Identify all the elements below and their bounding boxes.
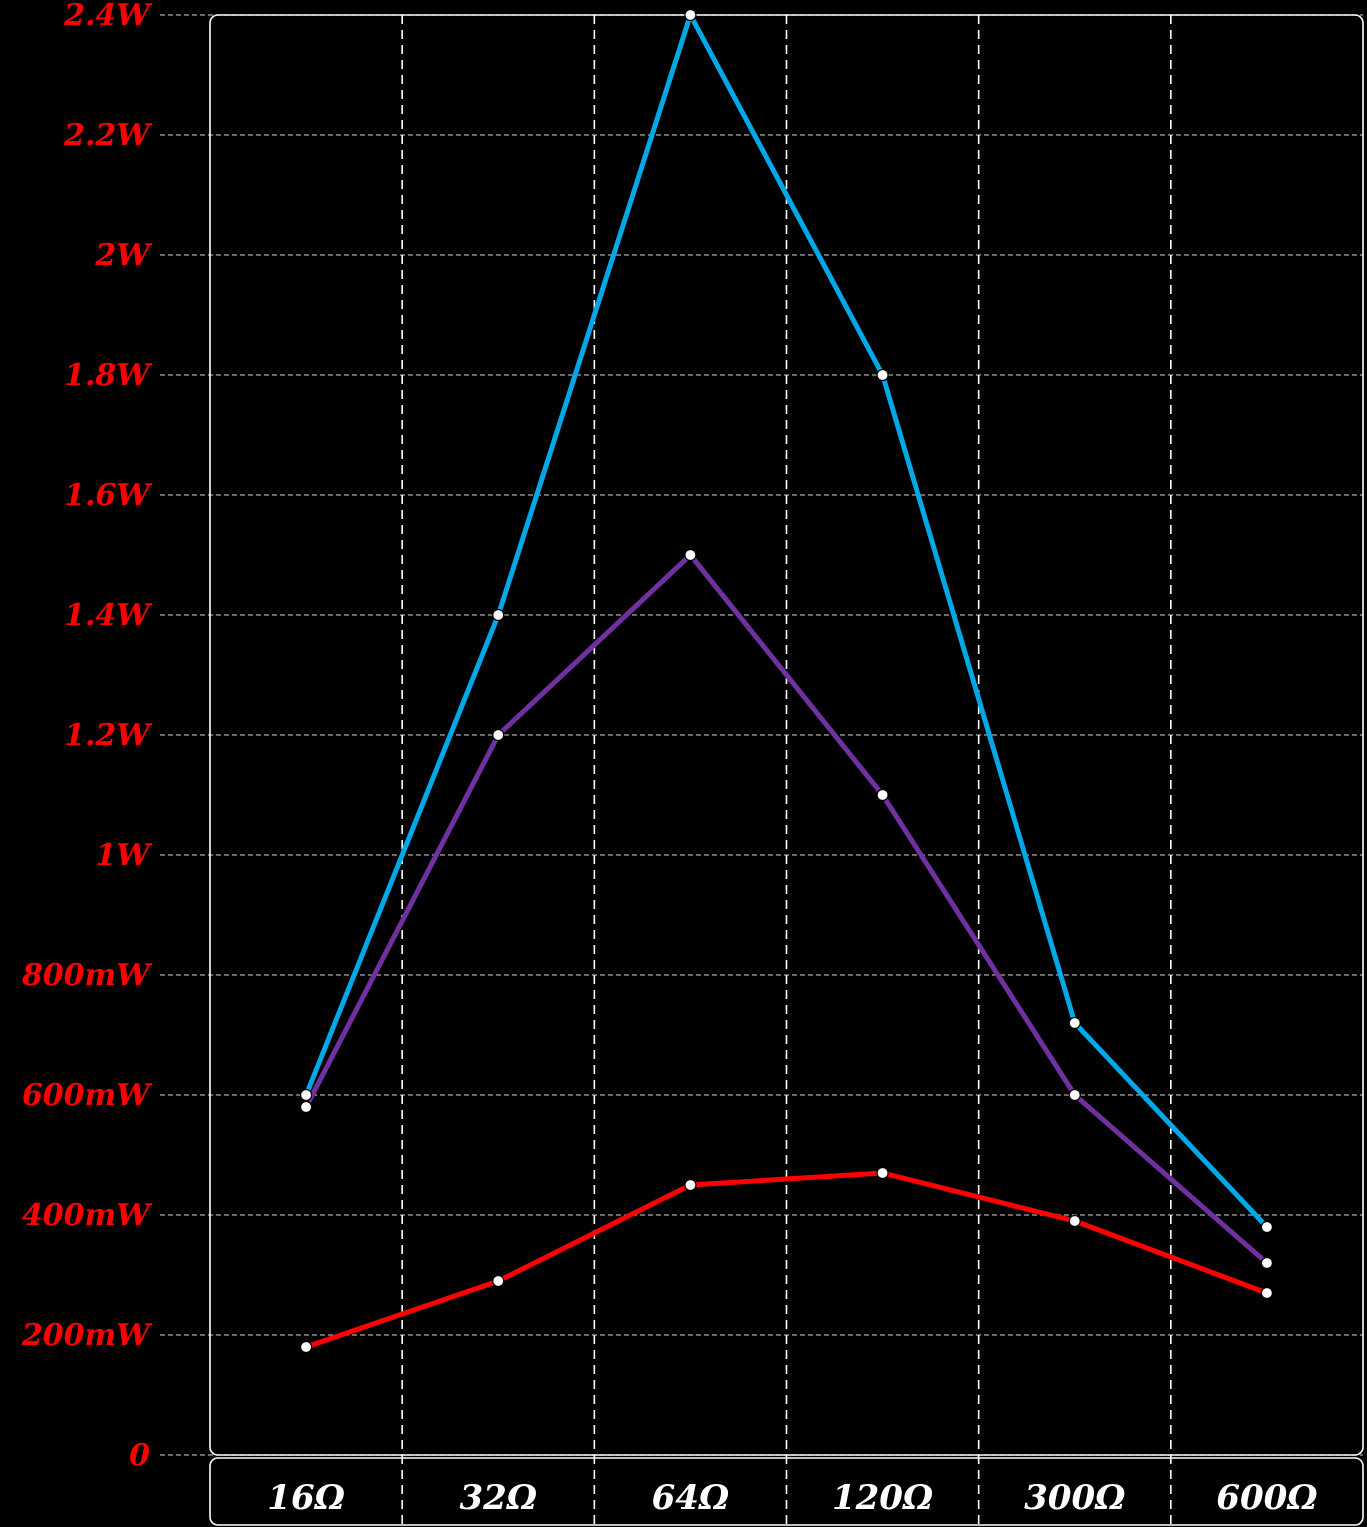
y-tick-label: 600mW [22,1078,153,1113]
plot-area-border [209,14,1364,1456]
series-3-point [299,1340,313,1354]
series-3-point [1260,1286,1274,1300]
series-1-point [1068,1016,1081,1030]
series-line-3 [303,1170,1270,1350]
series-2-point [1068,1088,1081,1102]
y-tick-label: 1.6W [64,478,153,513]
y-tick-label: 1.2W [64,718,153,753]
y-tick-label: 2.2W [63,118,153,153]
x-label-band-border [209,1457,1364,1526]
y-tick-label: 1W [95,838,153,873]
x-tick-label: 16Ω [267,1478,345,1518]
y-tick-label: 1.4W [64,598,153,633]
x-tick-label: 32Ω [459,1478,537,1518]
series-line-2 [303,552,1270,1266]
x-tick-label: 120Ω [832,1478,933,1518]
y-tick-label: 200mW [21,1318,153,1353]
series-1-point [492,608,505,622]
y-tick-label: 400mW [22,1198,153,1233]
series-1-point [876,368,889,382]
x-tick-label: 64Ω [652,1478,730,1518]
x-axis-tick-labels: 16Ω 32Ω 64Ω 120Ω 300Ω 600Ω [267,1478,1317,1518]
series-3-point [876,1166,889,1180]
x-tick-label: 600Ω [1216,1478,1317,1518]
series-1-point [299,1088,313,1102]
series-1-point [1260,1220,1274,1234]
series-2-point [876,788,889,802]
x-tick-label: 300Ω [1024,1478,1125,1518]
plot-frame [209,14,1364,1526]
y-tick-label: 2W [94,238,153,273]
series-3-point [492,1274,505,1288]
series-2-point [492,728,505,742]
data-series [299,8,1274,1354]
y-tick-label: 0 [129,1438,150,1473]
series-3-point [684,1178,697,1192]
series-2-point [684,548,697,562]
series-3-point [1068,1214,1081,1228]
y-tick-label: 800mW [21,958,153,993]
series-2-point [299,1100,313,1114]
series-line-1 [303,12,1270,1230]
series-2-point [1260,1256,1274,1270]
series-1-point [684,8,697,22]
y-tick-label: 2.4W [63,0,153,33]
y-tick-label: 1.8W [64,358,153,393]
y-axis-tick-labels: 0 200mW 400mW 600mW 800mW 1W 1.2W 1.4W 1.6W 1.8W 2… [21,0,153,1473]
